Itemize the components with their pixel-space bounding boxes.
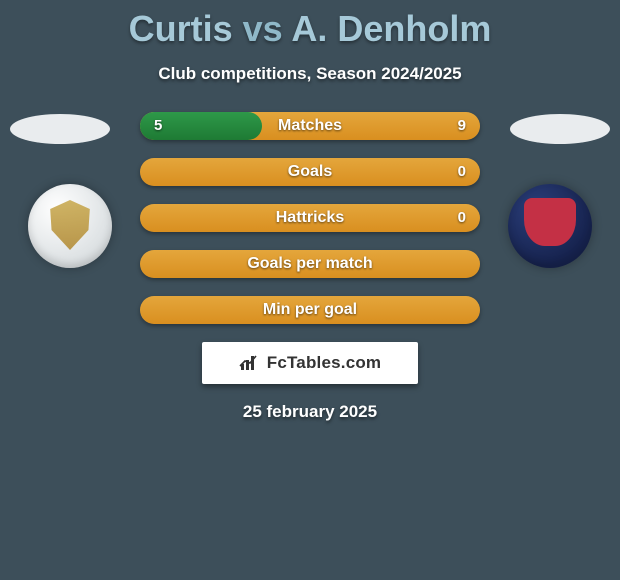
stat-right-value: 9: [458, 112, 466, 140]
stat-bar: Hattricks0: [140, 204, 480, 232]
stat-bars: 5Matches9Goals0Hattricks0Goals per match…: [140, 112, 480, 324]
player-left-slot: [10, 114, 110, 144]
player-right-slot: [510, 114, 610, 144]
brand-box: FcTables.com: [202, 342, 418, 384]
comparison-panel: 5Matches9Goals0Hattricks0Goals per match…: [0, 112, 620, 422]
stat-bar: Goals0: [140, 158, 480, 186]
brand-text: FcTables.com: [267, 353, 382, 373]
stat-label: Goals: [140, 158, 480, 186]
stat-bar: Min per goal: [140, 296, 480, 324]
page-title: Curtis vs A. Denholm: [0, 0, 620, 50]
stat-right-value: 0: [458, 204, 466, 232]
subtitle: Club competitions, Season 2024/2025: [0, 64, 620, 84]
stat-label: Min per goal: [140, 296, 480, 324]
club-badge-left: [28, 184, 112, 268]
date-text: 25 february 2025: [0, 402, 620, 422]
stat-label: Goals per match: [140, 250, 480, 278]
stat-bar: Goals per match: [140, 250, 480, 278]
brand-chart-icon: [239, 354, 261, 372]
stat-label: Hattricks: [140, 204, 480, 232]
player-left-name: Curtis: [129, 8, 233, 49]
club-badge-right: [508, 184, 592, 268]
player-right-name: A. Denholm: [291, 8, 491, 49]
stat-label: Matches: [140, 112, 480, 140]
vs-separator: vs: [243, 8, 283, 49]
stat-bar: 5Matches9: [140, 112, 480, 140]
stat-right-value: 0: [458, 158, 466, 186]
